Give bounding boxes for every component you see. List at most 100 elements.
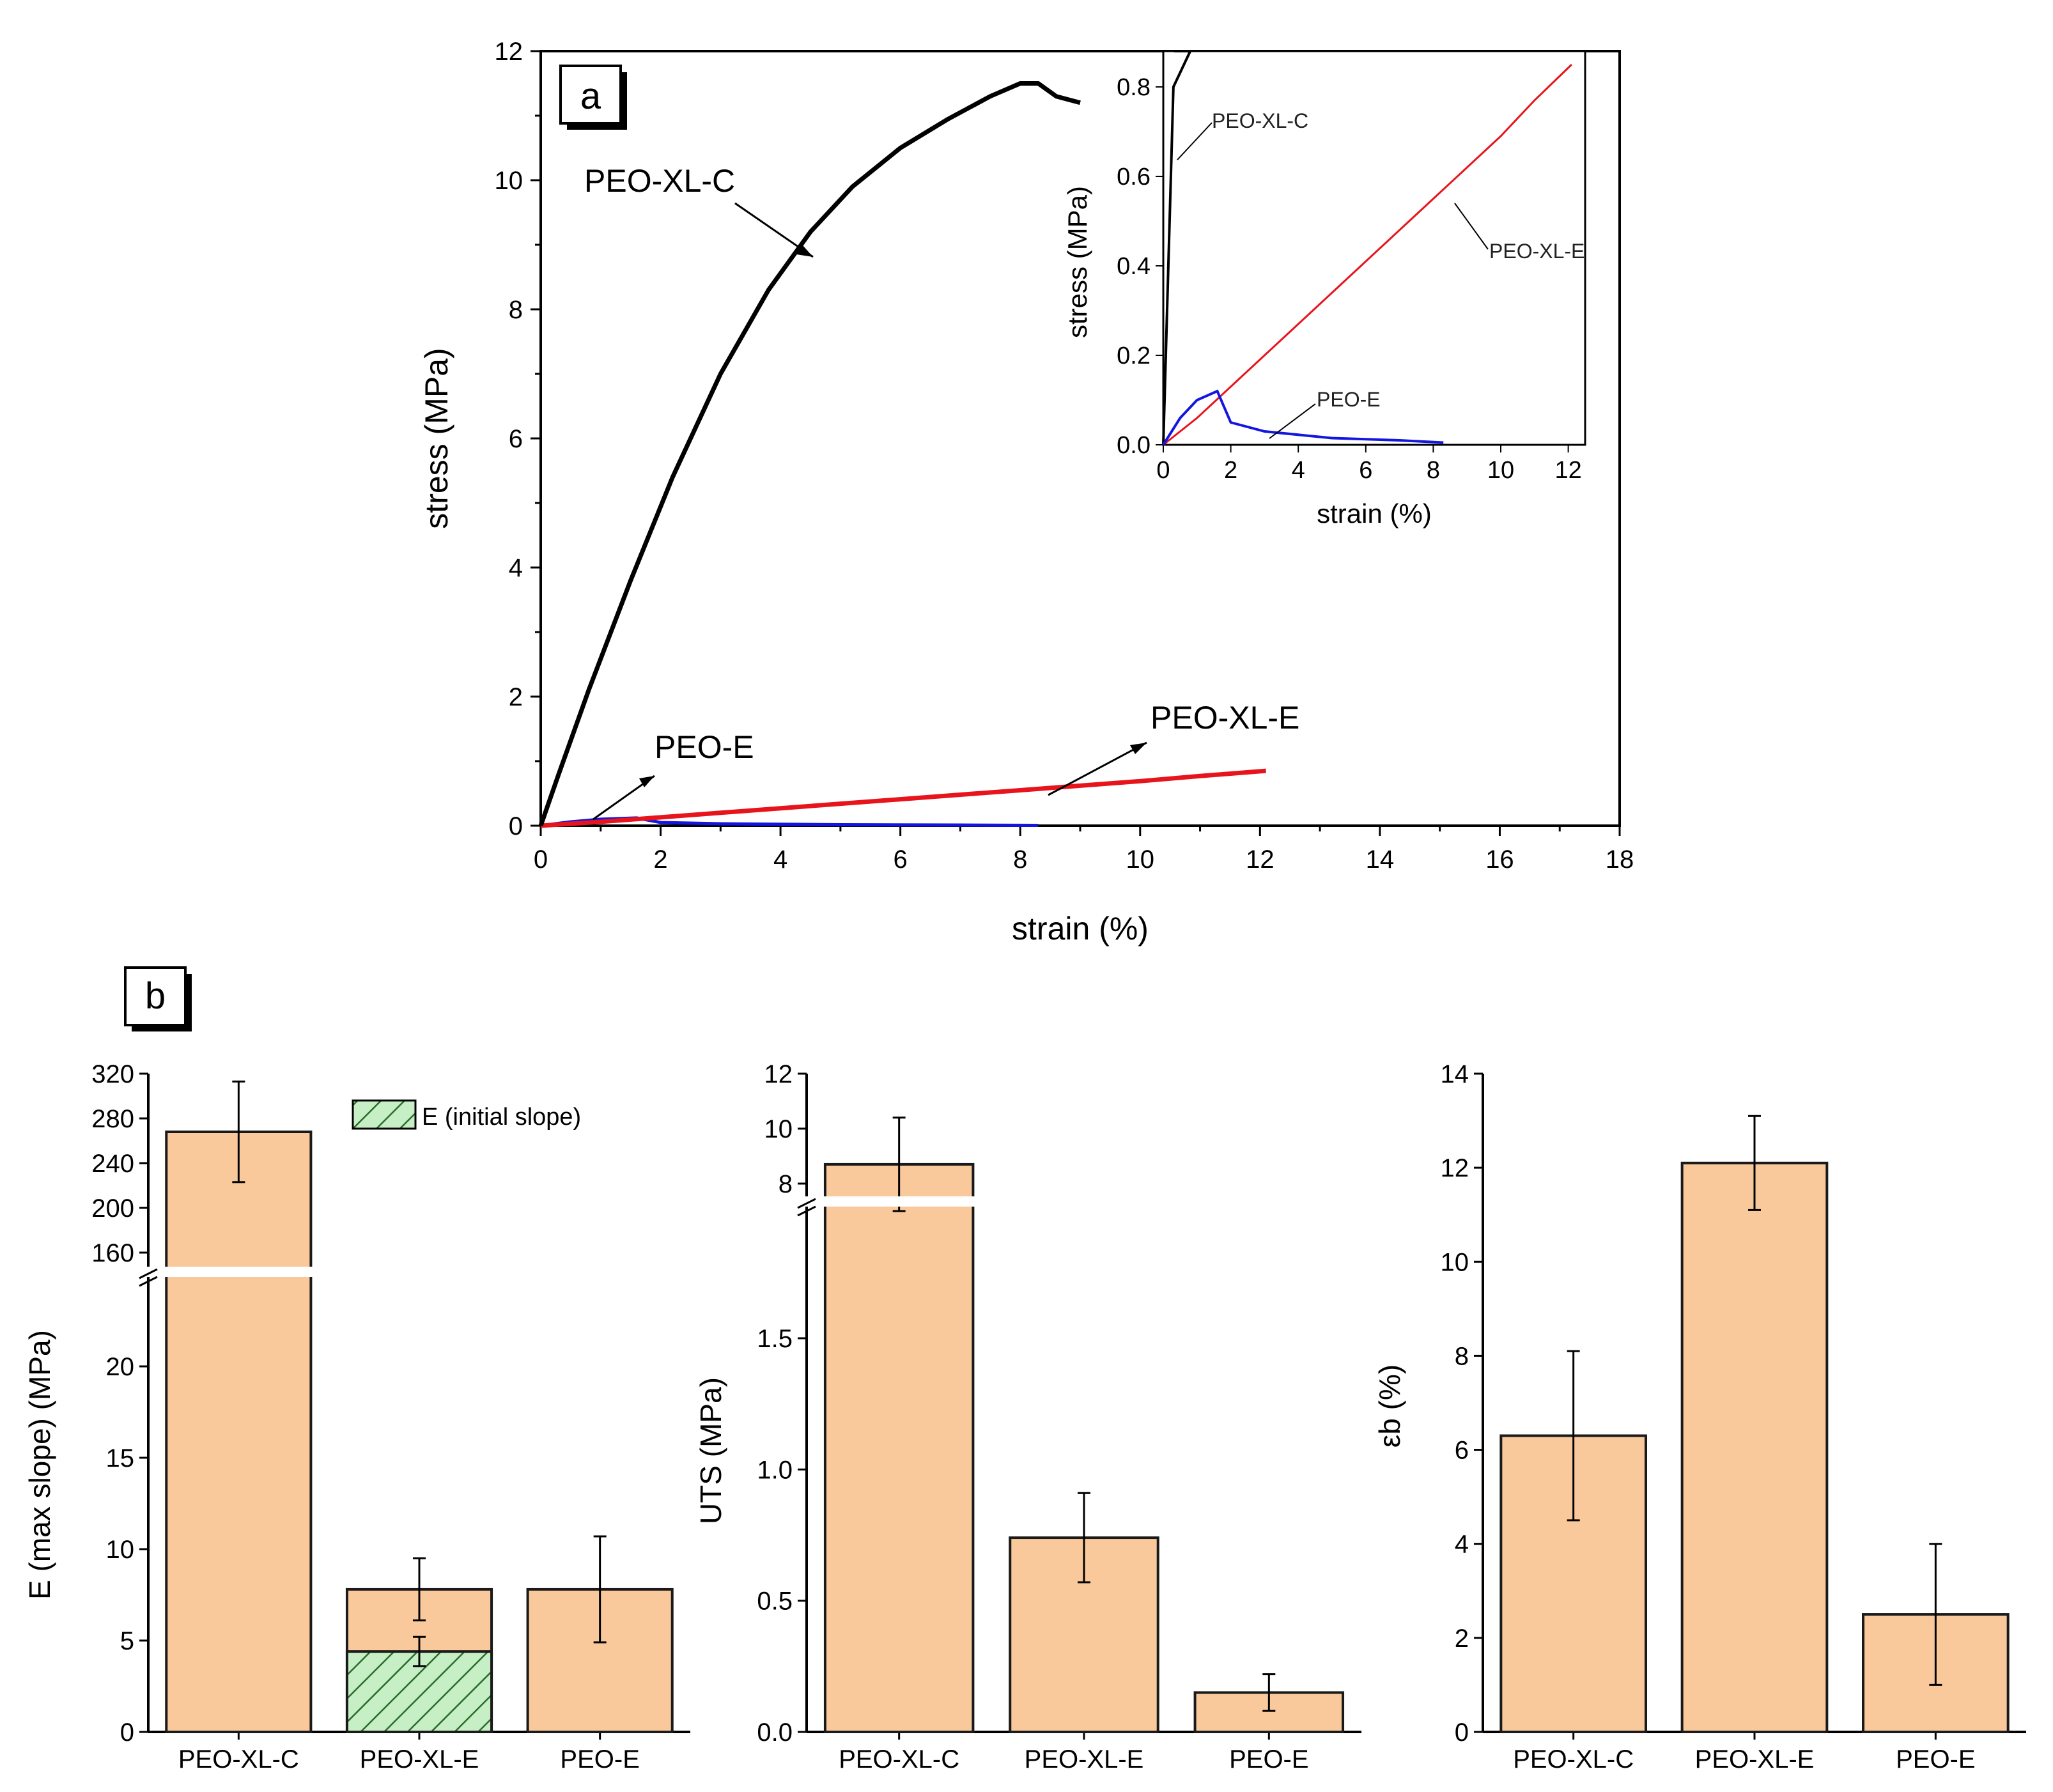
inset-arrow-peo-e [1269, 403, 1316, 439]
inset-y-ticks: 0.0 0.2 0.4 0.6 0.8 [1117, 74, 1163, 459]
inset-x-tick-label: 8 [1427, 457, 1440, 484]
inset-x-tick-label: 0 [1156, 457, 1170, 484]
inset-chart: 0 2 4 6 8 10 12 0.0 0.2 0.4 0.6 0.8 strain (%) str… [1062, 50, 1586, 529]
axis-break-mark [797, 1205, 816, 1217]
inset-x-ticks: 0 2 4 6 8 10 12 [1156, 445, 1582, 484]
y-tick-label: 280 [91, 1105, 134, 1133]
b2-ylabel: UTS (MPa) [694, 1377, 727, 1524]
arrowhead-peo-xl-c [796, 245, 813, 257]
y-tick-label: 2 [1455, 1625, 1469, 1653]
bar-chart-uts: UTS (MPa) 0.0 0.5 1.0 1.5 8 10 12 PEO-XL-C PEO-X… [694, 1060, 1361, 1773]
inset-annotation-peo-xl-c: PEO-XL-C [1212, 109, 1308, 132]
bar [823, 1162, 975, 1733]
annotation-peo-e: PEO-E [655, 729, 754, 765]
x-tick-label: 8 [1013, 846, 1027, 874]
y-tick-label: 10 [495, 167, 523, 195]
inset-x-tick-label: 4 [1292, 457, 1305, 484]
x-tick-label: 16 [1485, 846, 1514, 874]
category-label: PEO-E [1229, 1745, 1308, 1773]
panel-b-label: b [145, 975, 166, 1017]
inset-y-tick-label: 0.0 [1117, 432, 1150, 459]
inset-series-peo-e [1162, 389, 1444, 446]
y-tick-label: 6 [1455, 1437, 1469, 1465]
panel-b-label-box [124, 966, 187, 1026]
category-label: PEO-XL-C [839, 1745, 959, 1773]
x-tick-label: 4 [773, 846, 787, 874]
category-label: PEO-XL-E [1695, 1745, 1815, 1773]
series-peo-xl-c [538, 81, 1081, 827]
panel-a-label: a [580, 75, 601, 117]
category-label: PEO-E [560, 1745, 639, 1773]
bar [1680, 1161, 1829, 1734]
inset-x-tick-label: 10 [1487, 457, 1514, 484]
panel-a-xlabel: strain (%) [1012, 911, 1149, 946]
bar-chart-modulus: E (max slope) (MPa) E (initial slope) 0 5… [23, 1060, 690, 1773]
y-tick-label: 0 [509, 812, 523, 840]
y-tick-label: 10 [1441, 1248, 1469, 1276]
axis-break-mark [139, 1268, 158, 1279]
x-tick-label: 14 [1366, 846, 1395, 874]
bar [165, 1131, 313, 1733]
inset-y-tick-label: 0.4 [1117, 253, 1150, 280]
y-tick-label: 0 [1455, 1719, 1469, 1747]
annotation-peo-xl-e: PEO-XL-E [1150, 700, 1299, 736]
annotation-peo-xl-c: PEO-XL-C [584, 163, 735, 199]
y-tick-label: 8 [1455, 1342, 1469, 1370]
axis-break-gap [144, 1267, 317, 1277]
x-tick-label: 10 [1126, 846, 1155, 874]
inset-series [1162, 50, 1572, 446]
y-tick-label: 12 [495, 38, 523, 66]
y-tick-label: 10 [764, 1115, 793, 1143]
x-tick-label: 2 [653, 846, 667, 874]
y-tick-label: 0.0 [757, 1719, 793, 1747]
x-tick-label: 12 [1246, 846, 1274, 874]
y-tick-label: 4 [1455, 1531, 1469, 1559]
y-tick-label: 6 [509, 425, 523, 453]
y-tick-label: 200 [91, 1194, 134, 1223]
inset-frame [1162, 50, 1586, 446]
y-tick-label: 8 [509, 296, 523, 324]
category-label: PEO-E [1896, 1745, 1975, 1773]
panel-a-series [538, 81, 1266, 828]
y-tick-label: 15 [106, 1444, 135, 1472]
legend-swatch-initial-slope [352, 1099, 417, 1130]
inset-y-tick-label: 0.8 [1117, 74, 1150, 101]
y-tick-label: 5 [120, 1627, 134, 1655]
y-tick-label: 12 [1441, 1154, 1469, 1182]
y-tick-label: 2 [509, 683, 523, 711]
x-tick-label: 6 [894, 846, 908, 874]
b3-ylabel: εb (%) [1373, 1364, 1406, 1448]
legend-label-initial-slope: E (initial slope) [422, 1104, 581, 1131]
arrow-peo-xl-e [1048, 741, 1147, 796]
y-tick-label: 0 [120, 1719, 134, 1747]
inset-y-tick-label: 0.6 [1117, 164, 1150, 190]
axis-break-mark [797, 1198, 816, 1209]
y-tick-label: 20 [106, 1353, 135, 1381]
x-tick-label: 0 [534, 846, 548, 874]
y-tick-label: 14 [1441, 1060, 1469, 1088]
category-label: PEO-XL-E [360, 1745, 479, 1773]
arrowhead-peo-e [639, 776, 655, 787]
inset-xlabel: strain (%) [1317, 498, 1432, 529]
category-label: PEO-XL-E [1025, 1745, 1144, 1773]
panel-a: a 0 2 4 6 8 10 12 14 16 18 0 2 4 6 8 10 12 strain (%) s… [419, 38, 1634, 946]
y-tick-label: 12 [764, 1060, 793, 1088]
arrowhead-peo-xl-e [1130, 743, 1147, 754]
y-tick-label: 1.5 [757, 1325, 793, 1353]
y-tick-label: 4 [509, 554, 523, 582]
inset-y-tick-label: 0.2 [1117, 343, 1150, 369]
inset-annotation-peo-xl-e: PEO-XL-E [1489, 240, 1584, 263]
y-tick-label: 240 [91, 1150, 134, 1178]
inset-arrow-peo-xl-c [1177, 122, 1212, 160]
series-peo-xl-e [540, 768, 1266, 828]
inset-x-tick-label: 12 [1554, 457, 1581, 484]
y-tick-label: 10 [106, 1536, 135, 1564]
inset-series-peo-xl-c [1162, 50, 1193, 445]
y-tick-label: 160 [91, 1239, 134, 1267]
axis-break-gap [803, 1196, 988, 1207]
y-tick-label: 0.5 [757, 1587, 793, 1616]
y-tick-label: 8 [779, 1170, 793, 1198]
panel-a-label-box [559, 65, 622, 125]
x-tick-label: 18 [1606, 846, 1634, 874]
panel-b-label-group: b [124, 966, 192, 1031]
